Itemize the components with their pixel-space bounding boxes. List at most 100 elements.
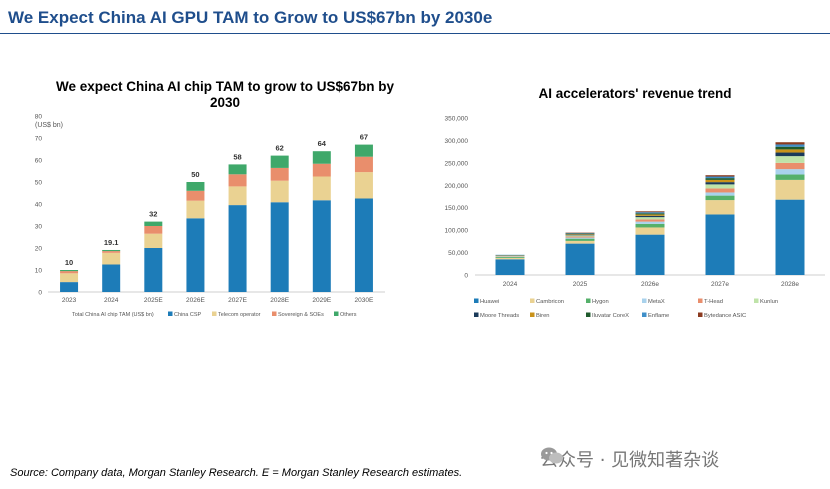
- chart2-ytick-label: 350,000: [445, 116, 469, 123]
- chart2-bar-segment: [775, 199, 805, 275]
- chart2-legend-swatch: [642, 312, 647, 317]
- chart2-bar-segment: [705, 182, 735, 185]
- title-divider: [0, 33, 830, 34]
- chart2-bar-segment: [705, 178, 735, 180]
- chart2-bar-segment: [565, 238, 595, 241]
- chart1-legend-label: Telecom operator: [218, 312, 261, 318]
- chart1-bar-segment: [60, 282, 79, 292]
- chart2-xtick-label: 2028e: [781, 281, 799, 288]
- chart1-bar-segment: [102, 264, 121, 292]
- chart1-bar-segment: [354, 172, 373, 199]
- chart1-xtick-label: 2025E: [144, 297, 163, 304]
- chart2-bar-segment: [495, 257, 525, 258]
- chart2-ytick-label: 0: [464, 273, 468, 280]
- chart1-bar-segment: [60, 271, 79, 274]
- chart1-ytick-label: 10: [35, 268, 43, 275]
- chart1-xtick-label: 2027E: [228, 297, 247, 304]
- chart1-xtick-label: 2023: [62, 297, 77, 304]
- chart1-bar-segment: [228, 205, 247, 292]
- chart1-bar-segment: [312, 163, 331, 177]
- chart1-ytick-label: 30: [35, 224, 43, 231]
- chart2-bar-segment: [775, 149, 805, 153]
- chart2-bar-segment: [565, 237, 595, 239]
- chart2-legend-swatch: [530, 312, 535, 317]
- chart2-bar-segment: [775, 174, 805, 180]
- chart2-legend-label: Biren: [536, 313, 550, 319]
- chart1-legend-label: China CSP: [174, 312, 202, 318]
- chart1-ytick-label: 40: [35, 202, 43, 209]
- chart1-legend-prefix: Total China AI chip TAM (US$ bn): [72, 312, 154, 318]
- chart1-bar-segment: [60, 273, 79, 283]
- chart2-bar-segment: [635, 211, 665, 213]
- chart2-bar-segment: [635, 223, 665, 228]
- chart2-xtick-label: 2025: [573, 281, 588, 288]
- chart2-bar-segment: [775, 152, 805, 157]
- chart2-bar-segment: [775, 169, 805, 175]
- chart1-legend-label: Sovereign & SOEs: [278, 312, 324, 318]
- chart2-legend-swatch: [698, 298, 703, 303]
- chart2-bar-segment: [705, 176, 735, 179]
- chart1-bar-segment: [312, 176, 331, 201]
- chart1-bar-segment: [228, 186, 247, 206]
- chart2-legend-label: Huawei: [480, 299, 499, 305]
- chart2-bar-segment: [635, 219, 665, 222]
- chart2-bar-segment: [565, 236, 595, 238]
- chart1-bar-segment: [312, 151, 331, 164]
- chart1-bar-segment: [354, 198, 373, 292]
- chart2-bar-segment: [495, 257, 525, 260]
- chart1-total-label: 67: [360, 133, 368, 142]
- chart2-bar-segment: [565, 240, 595, 244]
- chart1-total-label: 10: [65, 258, 73, 267]
- chart1-bar-segment: [60, 270, 79, 272]
- chart2-legend-label: Iluvatar CoreX: [592, 313, 629, 319]
- chart2-bar-segment: [495, 259, 525, 275]
- chart2-bar-segment: [775, 162, 805, 170]
- chart1-bar-segment: [228, 164, 247, 175]
- chart2-legend-label: MetaX: [648, 299, 665, 305]
- chart1-bar-segment: [228, 174, 247, 187]
- chart2-bar-segment: [565, 234, 595, 235]
- chart2-bar-segment: [635, 227, 665, 235]
- chart2-legend-label: Moore Threads: [480, 313, 519, 319]
- chart2-legend-swatch: [530, 298, 535, 303]
- chart2-bar-segment: [705, 188, 735, 193]
- chart2-legend-label: Cambricon: [536, 299, 564, 305]
- chart1-ytick-label: 60: [35, 158, 43, 165]
- chart2-bar-segment: [775, 144, 805, 147]
- chart2-bar-segment: [705, 184, 735, 189]
- chart1-legend-swatch: [168, 311, 173, 316]
- chart2-ytick-label: 250,000: [445, 160, 469, 167]
- chart2-bar-segment: [705, 195, 735, 201]
- watermark: 公众号 · 见微知著杂谈: [540, 446, 719, 472]
- chart2-bar-segment: [635, 234, 665, 275]
- chart2-ytick-label: 100,000: [445, 228, 469, 235]
- chart2-bar-segment: [565, 235, 595, 237]
- chart1-ytick-label: 80: [35, 114, 43, 121]
- chart2-xtick-label: 2024: [503, 281, 518, 288]
- chart1-xtick-label: 2026E: [186, 297, 205, 304]
- wechat-icon: [541, 447, 563, 464]
- chart2-bar-segment: [635, 212, 665, 214]
- chart2-bar-segment: [775, 179, 805, 200]
- chart2-ytick-label: 200,000: [445, 183, 469, 190]
- chart2-bar-segment: [635, 215, 665, 218]
- chart2-bar-segment: [705, 175, 735, 177]
- chart1-ylabel: (US$ bn): [35, 122, 63, 129]
- chart1-legend-swatch: [272, 311, 277, 316]
- chart1-bar-segment: [186, 182, 205, 191]
- chart2-legend-swatch: [586, 312, 591, 317]
- chart2-legend-swatch: [642, 298, 647, 303]
- chart2-legend-swatch: [698, 312, 703, 317]
- chart2-bar-segment: [565, 243, 595, 275]
- chart1-legend-swatch: [334, 311, 339, 316]
- chart2-bar-segment: [635, 214, 665, 216]
- chart2-legend-label: Kunlun: [760, 299, 778, 305]
- chart1-bar-segment: [270, 167, 289, 181]
- chart2-title: AI accelerators' revenue trend: [538, 86, 732, 101]
- chart1-title: We expect China AI chip TAM to grow to U…: [55, 79, 395, 110]
- chart1-bar-segment: [354, 144, 373, 157]
- chart2-legend-label: Enflame: [648, 313, 669, 319]
- chart1-bar-segment: [144, 248, 163, 292]
- chart2-legend-swatch: [474, 298, 479, 303]
